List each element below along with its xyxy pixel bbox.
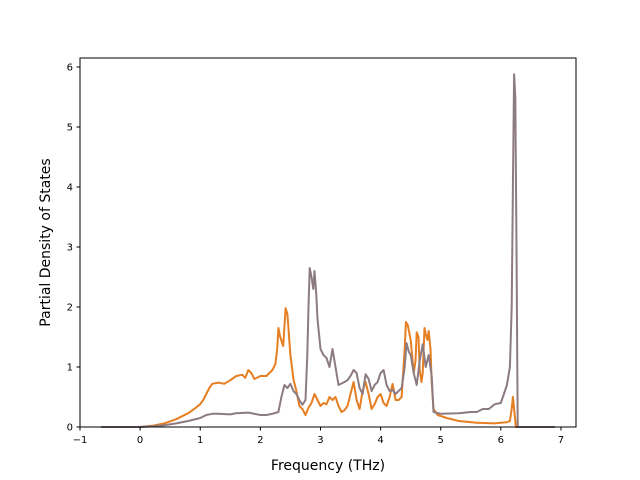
x-axis-label: Frequency (THz) [271, 458, 385, 474]
y-tick-label: 3 [67, 243, 73, 254]
y-tick-label: 5 [67, 123, 73, 134]
x-tick-label: 6 [498, 435, 504, 446]
series-line-2 [101, 73, 555, 428]
y-axis-ticks: 0 1 2 3 4 5 6 [67, 63, 80, 434]
x-tick-label: 3 [317, 435, 323, 446]
series-line-1 [101, 307, 555, 428]
y-tick-label: 6 [67, 63, 73, 74]
y-tick-label: 2 [67, 303, 73, 314]
x-tick-label: 2 [257, 435, 263, 446]
x-tick-label: 7 [558, 435, 564, 446]
y-tick-label: 0 [67, 423, 73, 434]
x-tick-label: 4 [377, 435, 383, 446]
x-tick-label: 0 [137, 435, 143, 446]
x-tick-label: −1 [73, 435, 88, 446]
plot-frame [79, 57, 577, 428]
plot-lines [101, 73, 555, 428]
y-tick-label: 1 [67, 363, 73, 374]
x-axis-ticks: −1 0 1 2 3 4 5 6 7 [73, 427, 564, 446]
x-tick-label: 5 [438, 435, 444, 446]
x-tick-label: 1 [197, 435, 203, 446]
y-tick-label: 4 [67, 183, 73, 194]
y-axis-label: Partial Density of States [38, 158, 54, 326]
